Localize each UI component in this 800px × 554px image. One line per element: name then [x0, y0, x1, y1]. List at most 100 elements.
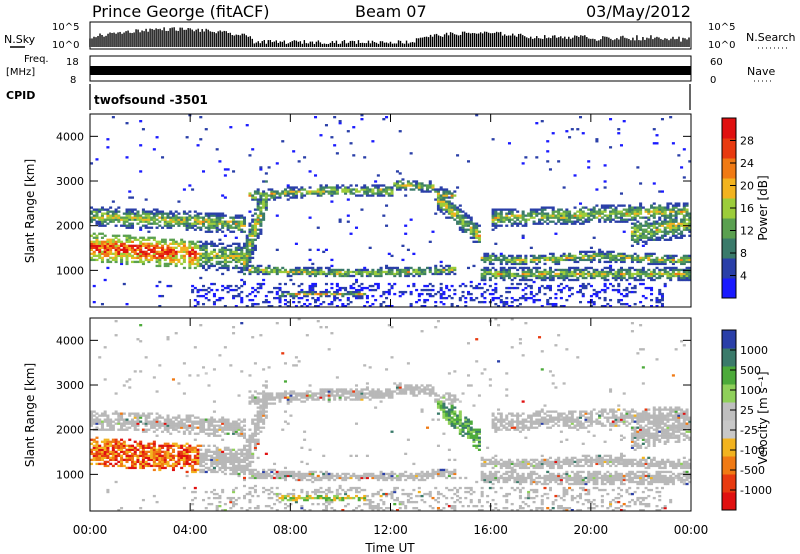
- power-cell: [215, 226, 219, 229]
- power-cell: [587, 218, 591, 221]
- power-cell: [426, 298, 430, 302]
- power-cell: [475, 224, 479, 227]
- power-cell: [141, 218, 145, 221]
- power-cell: [521, 268, 525, 272]
- power-cell: [229, 226, 233, 229]
- power-cell: [464, 300, 468, 304]
- power-cell: [371, 288, 375, 292]
- power-cell: [360, 272, 364, 276]
- power-cell: [155, 222, 159, 225]
- power-cell: [240, 214, 244, 217]
- power-cell: [182, 260, 186, 264]
- velocity-cell: [109, 452, 113, 456]
- power-cell: [234, 294, 238, 298]
- velocity-cell: [166, 448, 170, 451]
- velocity-cell: [117, 444, 121, 447]
- power-cell: [242, 220, 247, 223]
- power-cell: [609, 220, 613, 223]
- nsky-tick-bottom: 10^0: [52, 40, 79, 51]
- power-cell: [248, 256, 252, 260]
- power-cell: [393, 292, 397, 296]
- power-cell: [262, 180, 266, 183]
- power-cell: [609, 264, 613, 268]
- power-cell: [114, 212, 118, 215]
- power-cell: [581, 256, 585, 260]
- velocity-cell: [125, 452, 129, 456]
- power-cell: [557, 212, 561, 215]
- velocity-cell: [150, 420, 154, 423]
- power-cell: [161, 216, 165, 219]
- power-cell: [584, 220, 588, 223]
- power-cell: [368, 304, 372, 308]
- power-cell: [639, 232, 643, 235]
- power-cell: [166, 244, 170, 247]
- velocity-cell: [204, 418, 208, 421]
- power-cell: [551, 206, 555, 209]
- power-cell: [532, 294, 536, 298]
- power-cell: [603, 214, 607, 217]
- power-cell: [598, 252, 602, 256]
- power-cell: [259, 192, 263, 195]
- power-cell: [598, 220, 602, 223]
- power-cell: [223, 168, 227, 171]
- velocity-cell: [218, 494, 222, 498]
- velocity-cell: [210, 454, 214, 458]
- velocity-cell: [111, 426, 115, 429]
- power-cell: [193, 266, 197, 270]
- power-cell: [352, 274, 356, 278]
- power-cell: [516, 258, 520, 262]
- power-cell: [611, 204, 615, 207]
- power-cell: [447, 216, 451, 219]
- power-cell: [565, 268, 569, 272]
- velocity-cell: [98, 418, 102, 421]
- velocity-cell: [212, 458, 216, 462]
- velocity-cell: [133, 446, 137, 449]
- velocity-cell: [221, 460, 225, 464]
- power-cell: [242, 280, 247, 284]
- power-cell: [283, 268, 287, 272]
- power-cell: [374, 192, 378, 195]
- power-cell: [497, 274, 501, 278]
- power-cell: [125, 236, 129, 239]
- power-cell: [491, 208, 495, 211]
- power-cell: [349, 290, 353, 294]
- velocity-cell: [161, 422, 165, 425]
- power-cell: [363, 188, 367, 191]
- power-cell: [682, 258, 686, 262]
- power-cell: [581, 284, 585, 288]
- power-cell: [390, 284, 394, 288]
- power-cell: [630, 244, 634, 247]
- power-cell: [316, 292, 320, 296]
- power-cell: [264, 194, 268, 197]
- power-cell: [538, 290, 542, 294]
- velocity-cell: [144, 444, 148, 447]
- power-cell: [559, 212, 563, 215]
- power-cell: [453, 214, 457, 217]
- velocity-cell: [141, 430, 145, 433]
- velocity-cell: [125, 456, 129, 460]
- power-cell: [546, 256, 550, 260]
- power-cell: [229, 230, 233, 233]
- power-cell: [529, 258, 533, 262]
- power-cell: [210, 244, 214, 247]
- velocity-cell: [139, 442, 143, 445]
- power-cell: [352, 282, 356, 286]
- velocity-cell: [130, 424, 135, 427]
- power-cell: [196, 256, 200, 260]
- power-cell: [570, 216, 574, 219]
- power-cell: [669, 230, 673, 233]
- velocity-cell: [171, 422, 175, 425]
- power-cell: [169, 224, 173, 227]
- power-cell: [365, 274, 369, 278]
- power-cell: [682, 262, 686, 266]
- power-cell: [352, 294, 356, 298]
- power-cell: [579, 210, 583, 213]
- power-cell: [559, 304, 563, 308]
- power-cell: [163, 238, 167, 241]
- power-cell: [647, 262, 651, 266]
- power-cell: [502, 276, 506, 280]
- freq-tick-bottom: 8: [70, 75, 76, 86]
- power-cell: [499, 212, 503, 215]
- velocity-cell: [182, 456, 186, 460]
- power-cell: [674, 204, 678, 207]
